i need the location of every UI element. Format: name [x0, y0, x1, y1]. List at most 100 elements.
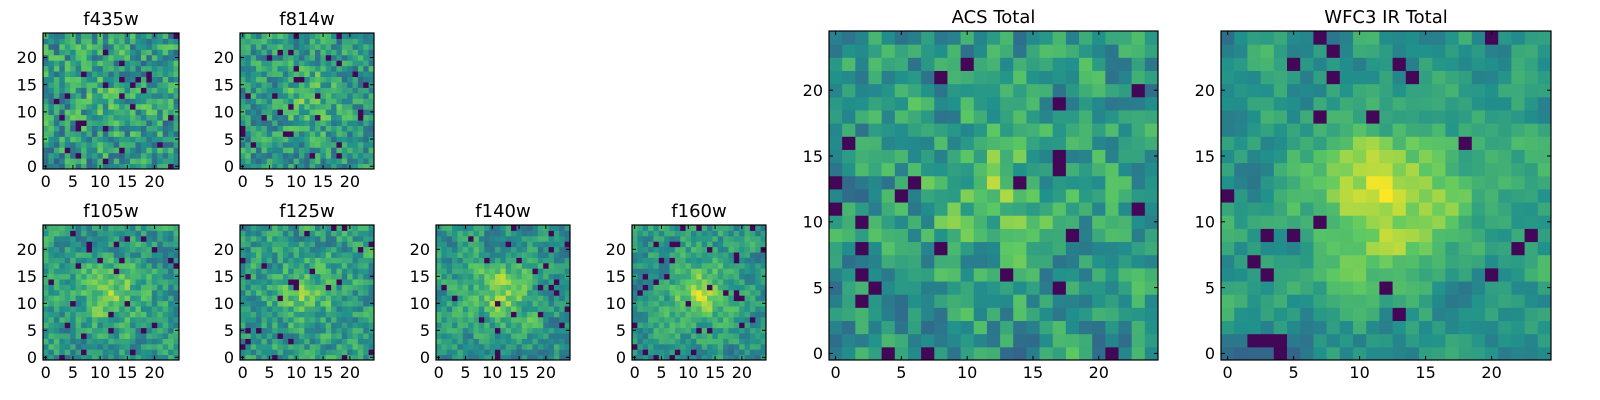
heatmap-cell — [102, 343, 109, 350]
heatmap-cell — [108, 311, 115, 318]
heatmap-cell — [723, 354, 729, 361]
heatmap-cell — [293, 103, 300, 110]
heatmap-cell — [59, 125, 66, 132]
heatmap-cell — [1300, 320, 1314, 335]
heatmap-cell — [288, 273, 295, 280]
heatmap-cell — [829, 149, 843, 164]
heatmap-cell — [1379, 241, 1394, 256]
heatmap-cell — [130, 60, 136, 67]
heatmap-cell — [146, 147, 153, 154]
heatmap-cell — [473, 273, 480, 280]
heatmap-cell — [97, 235, 104, 242]
heatmap-cell — [108, 71, 115, 78]
heatmap-cell — [250, 158, 257, 165]
heatmap-cell — [135, 311, 142, 318]
heatmap-cell — [934, 57, 948, 71]
x-tick-label: 10 — [482, 363, 502, 382]
heatmap-cell — [277, 43, 284, 50]
heatmap-cell — [1313, 228, 1328, 243]
heatmap-cell — [162, 257, 169, 264]
heatmap-cell — [151, 257, 158, 264]
heatmap-cell — [363, 246, 370, 253]
heatmap-cell — [1234, 149, 1248, 164]
heatmap-cell — [352, 343, 359, 350]
heatmap-cell — [500, 279, 507, 285]
heatmap-cell — [173, 268, 180, 275]
heatmap-cell — [43, 241, 49, 248]
heatmap-cell — [537, 333, 544, 339]
heatmap-cell — [1537, 294, 1552, 308]
heatmap-cell — [1039, 215, 1054, 229]
heatmap-cell — [97, 273, 104, 280]
heatmap-cell — [868, 83, 883, 98]
heatmap-cell — [162, 38, 169, 45]
heatmap-cell — [707, 295, 713, 302]
heatmap-cell — [288, 141, 295, 148]
heatmap-cell — [1511, 175, 1526, 190]
heatmap-cell — [261, 130, 268, 137]
heatmap-cell — [1537, 333, 1552, 348]
heatmap-cell — [288, 289, 295, 296]
heatmap-cell — [1105, 57, 1120, 71]
heatmap-cell — [341, 225, 348, 231]
heatmap-cell — [81, 163, 88, 170]
heatmap-cell — [130, 33, 136, 39]
heatmap-cell — [86, 257, 93, 264]
heatmap-cell — [162, 262, 169, 269]
heatmap-cell — [1092, 346, 1106, 361]
heatmap-cell — [1013, 294, 1027, 308]
heatmap-cell — [135, 92, 142, 99]
heatmap-cell — [1379, 149, 1394, 164]
heatmap-cell — [151, 311, 158, 318]
heatmap-cell — [368, 316, 375, 323]
heatmap-cell — [309, 43, 316, 50]
heatmap-cell — [261, 284, 268, 291]
heatmap-cell — [70, 60, 77, 67]
heatmap-cell — [91, 246, 98, 253]
x-tick-label: 15 — [117, 172, 137, 191]
heatmap-cell — [341, 235, 348, 242]
heatmap-cell — [1511, 254, 1526, 269]
heatmap-cell — [648, 246, 654, 253]
heatmap-cell — [368, 43, 375, 50]
heatmap-cell — [53, 152, 60, 159]
heatmap-cell — [527, 268, 533, 275]
heatmap-cell — [537, 279, 544, 285]
heatmap-cell — [173, 306, 180, 312]
heatmap-cell — [135, 163, 142, 170]
heatmap-cell — [516, 306, 523, 312]
heatmap-cell — [130, 163, 136, 170]
heatmap-cell — [712, 306, 719, 312]
heatmap-cell — [1273, 162, 1288, 177]
heatmap-cell — [855, 281, 869, 295]
heatmap-cell — [553, 273, 560, 280]
heatmap-cell — [309, 279, 316, 285]
heatmap-cell — [749, 268, 756, 275]
heatmap-cell — [357, 147, 364, 154]
heatmap-cell — [484, 354, 491, 361]
heatmap-cell — [701, 300, 708, 307]
heatmap-cell — [97, 349, 104, 356]
heatmap-cell — [168, 60, 175, 67]
heatmap-cell — [97, 252, 104, 258]
heatmap-cell — [245, 158, 252, 165]
heatmap-cell — [543, 257, 550, 264]
heatmap-cell — [102, 103, 109, 110]
heatmap-cell — [173, 338, 180, 345]
heatmap-cell — [304, 306, 311, 312]
heatmap-cell — [250, 109, 257, 116]
heatmap-cell — [637, 316, 644, 323]
heatmap-cell — [240, 343, 246, 350]
heatmap-cell — [527, 338, 533, 345]
heatmap-cell — [97, 92, 104, 99]
heatmap-cell — [59, 279, 66, 285]
heatmap-cell — [173, 152, 180, 159]
heatmap-cell — [744, 354, 751, 361]
heatmap-cell — [173, 33, 180, 39]
heatmap-cell — [119, 327, 126, 334]
heatmap-cell — [690, 262, 697, 269]
heatmap-cell — [352, 152, 359, 159]
heatmap-cell — [1234, 175, 1248, 190]
heatmap-cell — [363, 71, 370, 78]
heatmap-cell — [868, 333, 883, 348]
